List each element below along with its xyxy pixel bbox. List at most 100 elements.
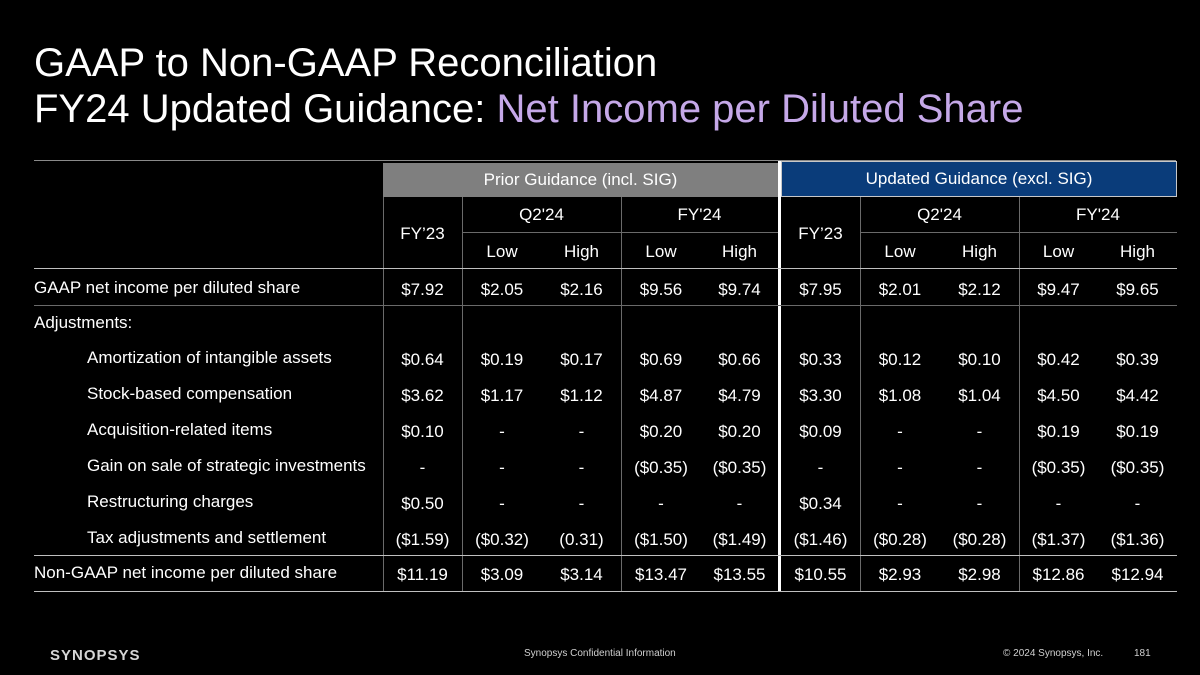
row-divider <box>34 305 1177 306</box>
table-cell: - <box>897 458 903 477</box>
table-cell: $9.74 <box>718 280 761 299</box>
table-cell: - <box>976 494 983 513</box>
table-cell: ($0.32) <box>475 530 529 549</box>
row-label: Acquisition-related items <box>87 420 273 439</box>
header-period: FY'24 <box>677 205 722 224</box>
row-label: Stock-based compensation <box>87 384 293 403</box>
header-low: Low <box>1042 242 1075 261</box>
table-cell: $1.12 <box>560 386 603 405</box>
table-cell: $3.62 <box>401 386 444 405</box>
header-low: Low <box>486 242 518 261</box>
table-cell: - <box>578 494 585 513</box>
table-cell: $9.56 <box>639 280 683 299</box>
confidential-notice: Synopsys Confidential Information <box>524 648 676 659</box>
updated-guidance-header: Updated Guidance (excl. SIG) <box>781 161 1177 197</box>
table-cell: $0.33 <box>799 350 842 369</box>
table-cell: $12.94 <box>1111 565 1164 584</box>
slide-title: GAAP to Non-GAAP Reconciliation FY24 Upd… <box>34 40 1023 132</box>
title-line-2-accent: Net Income per Diluted Share <box>496 87 1024 131</box>
table-cell: $4.50 <box>1037 386 1080 405</box>
row-label: Adjustments: <box>34 313 133 332</box>
table-cell: - <box>499 458 505 477</box>
table-cell: $4.87 <box>639 386 683 405</box>
table-cell: $0.39 <box>1116 350 1159 369</box>
table-cell: $0.19 <box>1037 422 1080 441</box>
table-cell: $2.01 <box>878 280 922 299</box>
row-label: GAAP net income per diluted share <box>34 278 301 297</box>
table-cell: $0.42 <box>1037 350 1080 369</box>
table-cell: ($1.59) <box>395 530 450 549</box>
table-cell: ($1.36) <box>1110 530 1165 549</box>
table-cell: $0.50 <box>401 494 444 513</box>
header-high: High <box>722 242 757 261</box>
table-cell: $0.09 <box>799 422 842 441</box>
table-cell: - <box>817 458 824 477</box>
table-cell: - <box>736 494 743 513</box>
header-divider <box>860 232 1177 233</box>
table-cell: $0.10 <box>401 422 444 441</box>
total-top-rule <box>34 555 1177 556</box>
table-cell: $9.65 <box>1116 280 1159 299</box>
table-cell: $7.92 <box>401 280 444 299</box>
header-divider <box>462 232 778 233</box>
table-cell: $3.30 <box>799 386 842 405</box>
table-cell: - <box>419 458 426 477</box>
row-label: Gain on sale of strategic investments <box>87 456 366 475</box>
table-cell: $0.66 <box>718 350 761 369</box>
table-cell: - <box>976 422 983 441</box>
table-cell: $0.19 <box>480 350 524 369</box>
header-period: Q2'24 <box>519 205 564 224</box>
header-period: Q2'24 <box>917 205 962 224</box>
table-cell: - <box>658 494 664 513</box>
table-cell: ($1.37) <box>1031 530 1086 549</box>
table-cell: $2.98 <box>958 565 1001 584</box>
table-cell: $4.79 <box>718 386 761 405</box>
table-cell: $0.12 <box>878 350 922 369</box>
copyright-text: © 2024 Synopsys, Inc. <box>1003 648 1104 659</box>
table-cell: $0.10 <box>958 350 1001 369</box>
table-cell: $0.64 <box>401 350 444 369</box>
table-cell: $3.14 <box>560 565 603 584</box>
page-number: 181 <box>1134 648 1151 659</box>
title-line-2: FY24 Updated Guidance: Net Income per Di… <box>34 86 1023 132</box>
table-cell: $13.47 <box>635 565 687 584</box>
table-cell: - <box>578 422 585 441</box>
table-cell: $11.19 <box>397 565 448 584</box>
table-cell: $1.08 <box>878 386 922 405</box>
table-cell: $1.17 <box>480 386 524 405</box>
header-high: High <box>962 242 997 261</box>
table-cell: $1.04 <box>958 386 1001 405</box>
table-cell: $2.93 <box>878 565 922 584</box>
table-cell: $2.12 <box>958 280 1001 299</box>
column-divider <box>1019 197 1020 592</box>
table-cell: $0.69 <box>639 350 683 369</box>
header-fy23-prior: FY’23 <box>400 224 445 243</box>
table-cell: - <box>499 494 505 513</box>
table-cell: (0.31) <box>559 530 604 549</box>
table-cell: ($1.49) <box>712 530 767 549</box>
table-cell: - <box>578 458 585 477</box>
table-cell: $0.20 <box>639 422 683 441</box>
column-divider <box>860 197 861 592</box>
row-label: Tax adjustments and settlement <box>87 528 327 547</box>
header-low: Low <box>645 242 677 261</box>
header-bottom-rule <box>34 268 1177 269</box>
table-cell: ($0.35) <box>1031 458 1086 477</box>
table-bottom-rule <box>34 591 1177 592</box>
row-label: Non-GAAP net income per diluted share <box>34 563 338 582</box>
table-cell: $4.42 <box>1116 386 1159 405</box>
row-label: Restructuring charges <box>87 492 254 511</box>
title-line-1: GAAP to Non-GAAP Reconciliation <box>34 41 658 85</box>
table-cell: $2.16 <box>560 280 603 299</box>
table-cell: $7.95 <box>799 280 842 299</box>
column-divider <box>383 197 384 592</box>
table-cell: $0.20 <box>718 422 761 441</box>
table-cell: $9.47 <box>1037 280 1080 299</box>
table-cell: ($0.28) <box>873 530 927 549</box>
table-cell: $10.55 <box>794 565 847 584</box>
table-cell: $13.55 <box>713 565 766 584</box>
header-fy23-updated: FY’23 <box>798 224 843 243</box>
table-cell: - <box>897 422 903 441</box>
header-low: Low <box>884 242 916 261</box>
